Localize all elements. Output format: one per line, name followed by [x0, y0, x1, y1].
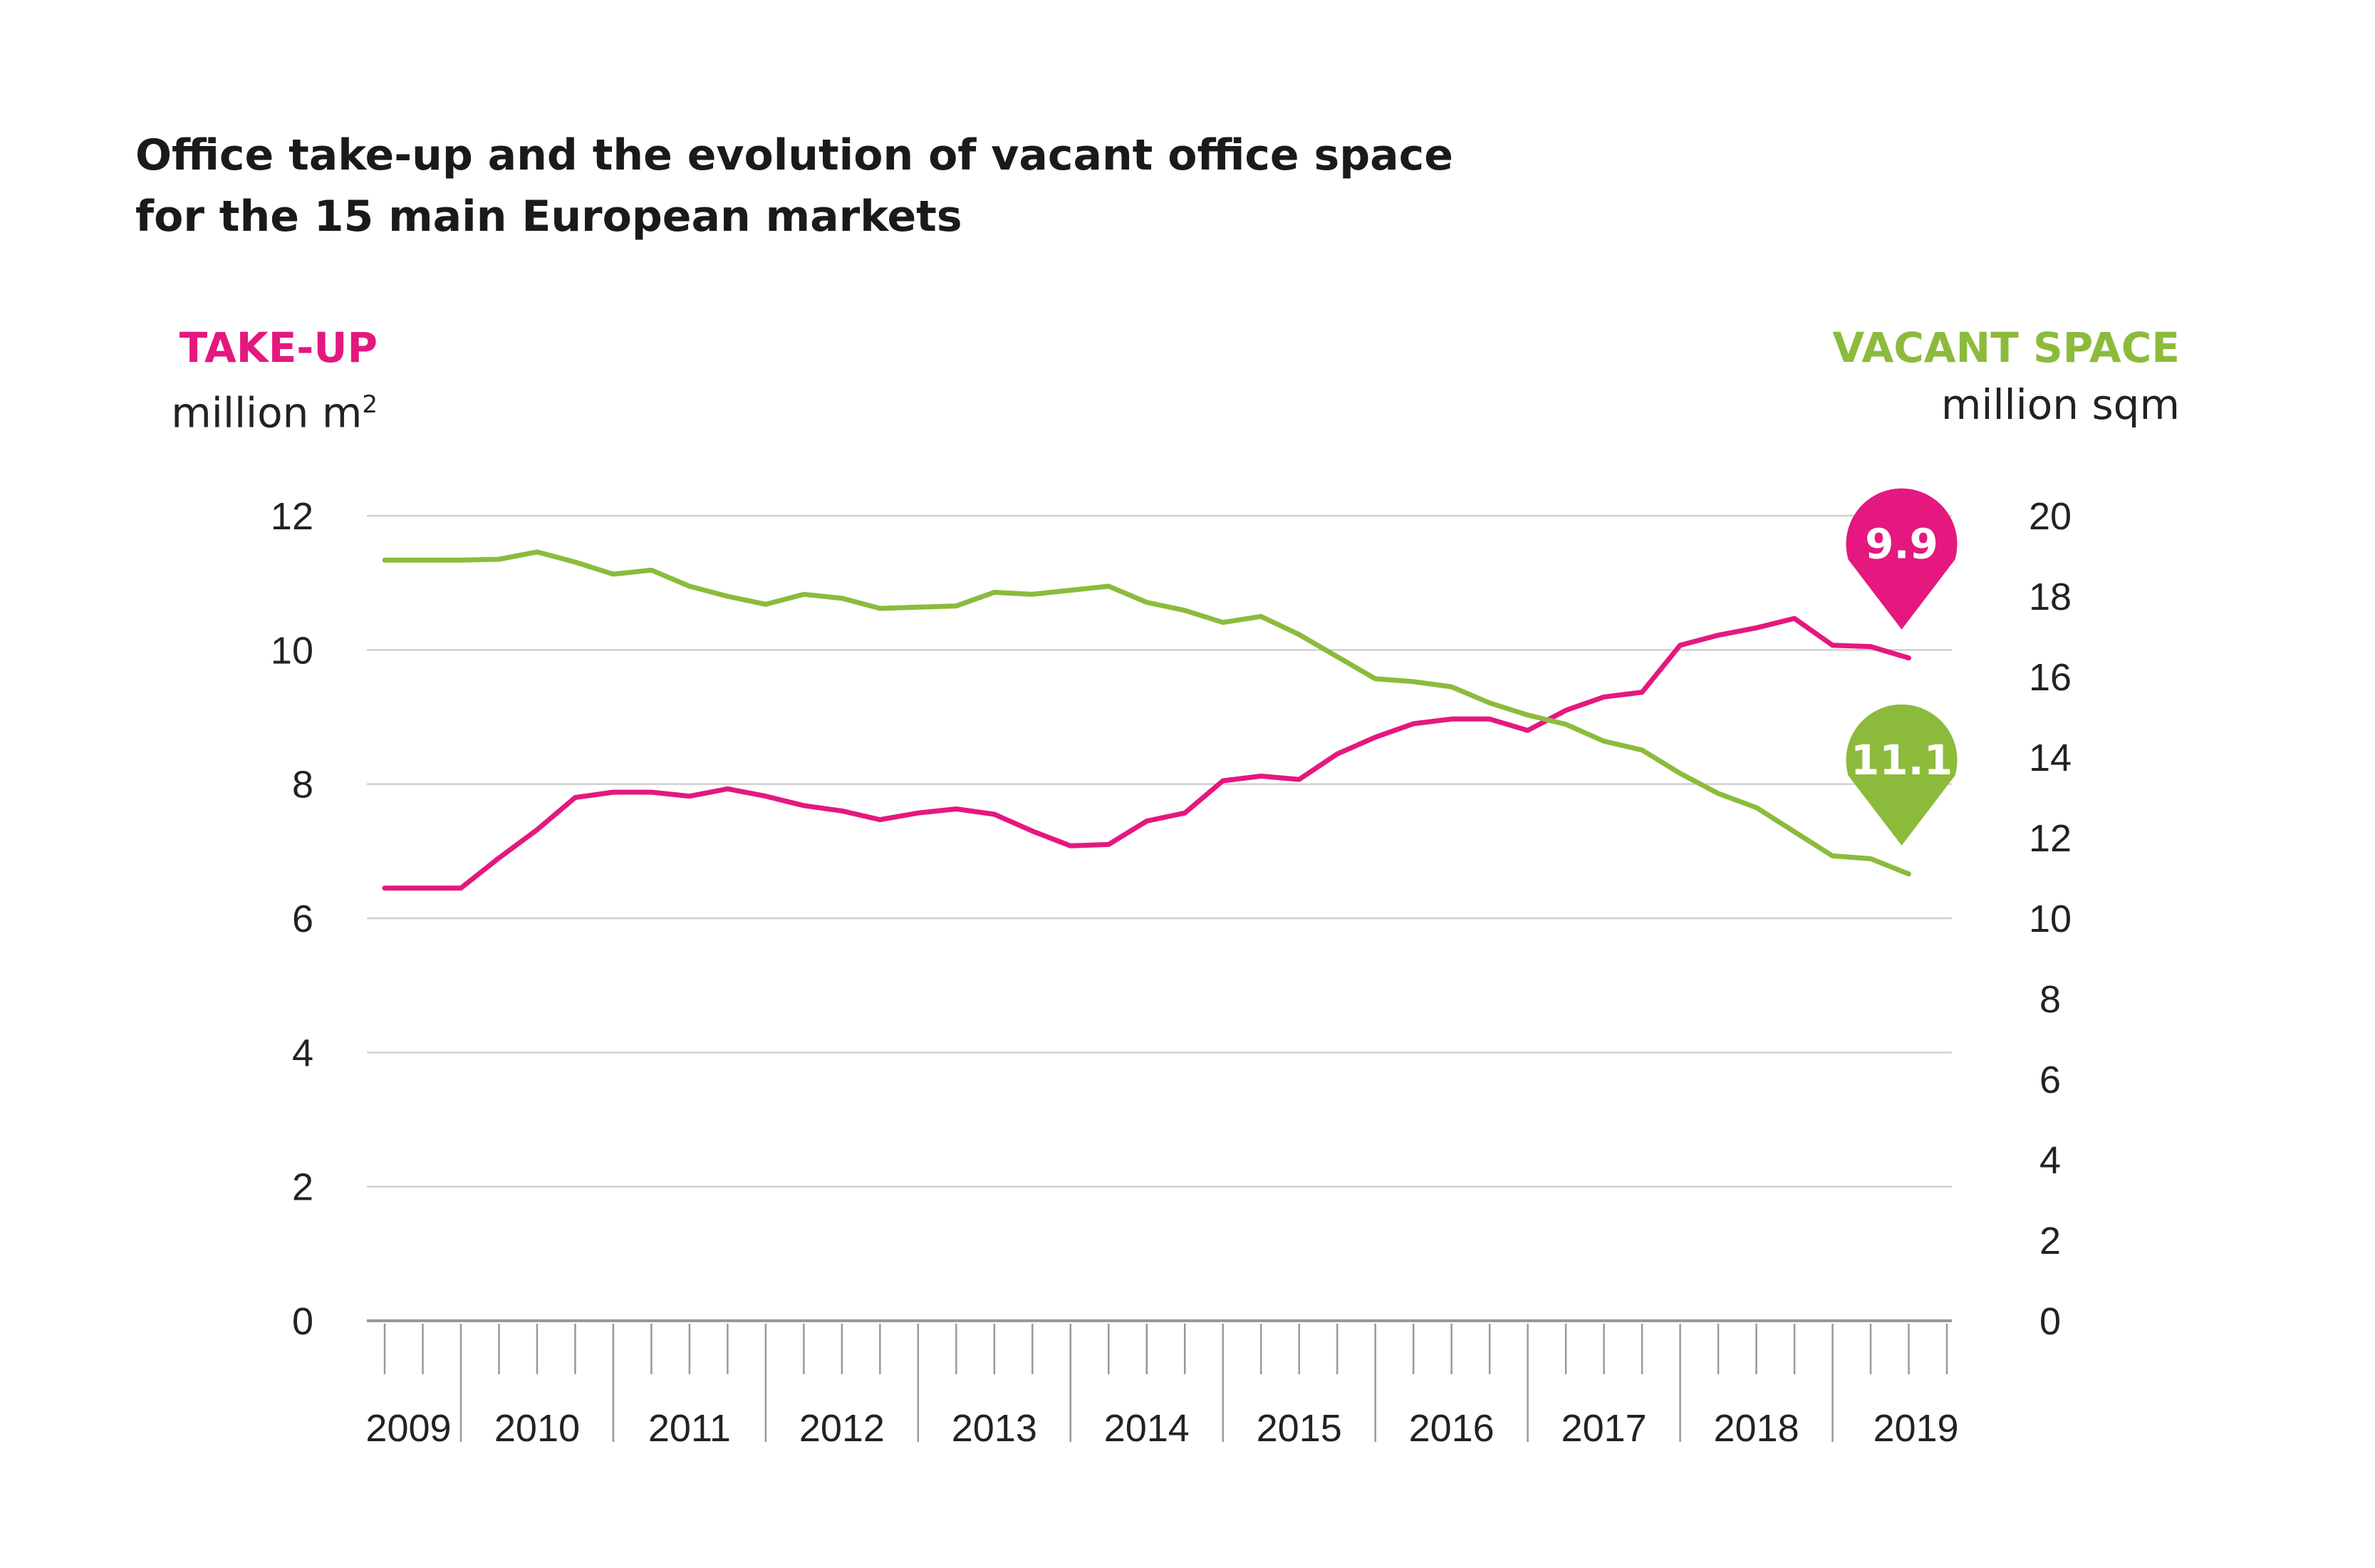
x-tick-label: 2011 [648, 1407, 731, 1450]
right-tick-label: 0 [2039, 1300, 2061, 1343]
left-tick-label: 4 [292, 1032, 313, 1074]
pin-shape [1846, 704, 1958, 846]
chart-title: Office take-up and the evolution of vaca… [135, 125, 1453, 247]
left-tick-label: 2 [292, 1166, 313, 1209]
right-axis-label: VACANT SPACE [1832, 323, 2180, 372]
x-tick-label: 2017 [1561, 1407, 1647, 1450]
x-tick-label: 2013 [952, 1407, 1037, 1450]
chart-title-line-2: for the 15 main European markets [135, 192, 962, 242]
pin-value-label: 11.1 [1851, 736, 1953, 784]
right-tick-label: 12 [2029, 817, 2072, 860]
left-tick-label: 10 [271, 629, 313, 672]
right-tick-label: 14 [2029, 737, 2072, 779]
right-tick-label: 4 [2039, 1139, 2061, 1182]
series-lines [382, 549, 1911, 891]
left-tick-label: 6 [292, 898, 313, 940]
takeup-line [382, 616, 1911, 891]
left-axis-ticks: 0 2 4 6 8 10 12 [271, 495, 313, 1343]
right-axis-ticks: 0 2 4 6 8 10 12 14 16 18 20 [2029, 495, 2072, 1343]
right-tick-label: 8 [2039, 978, 2061, 1021]
gridlines [367, 514, 1952, 1322]
right-tick-label: 16 [2029, 656, 2072, 699]
right-axis-unit: million sqm [1940, 380, 2180, 429]
right-tick-label: 18 [2029, 576, 2072, 618]
x-tick-label: 2016 [1409, 1407, 1495, 1450]
right-tick-label: 2 [2039, 1220, 2061, 1262]
left-tick-label: 12 [271, 495, 313, 538]
x-tick-label: 2009 [365, 1407, 451, 1450]
right-tick-label: 20 [2029, 495, 2072, 538]
x-tick-label: 2012 [799, 1407, 885, 1450]
left-tick-label: 8 [292, 764, 313, 806]
pin-value-label: 9.9 [1865, 520, 1938, 568]
left-axis-unit-text: million m [171, 388, 363, 437]
left-axis-heading: TAKE-UP million m2 [142, 319, 378, 441]
value-pins: 9.9 11.1 [1846, 488, 1958, 846]
vacant-space-value-pin: 11.1 [1846, 704, 1958, 846]
right-tick-label: 10 [2029, 898, 2072, 940]
left-axis-unit-sup: 2 [362, 390, 378, 419]
right-axis-heading: VACANT SPACE million sqm [1824, 319, 2180, 433]
x-tick-label: 2018 [1713, 1407, 1799, 1450]
left-axis-label: TAKE-UP [179, 323, 378, 372]
takeup-value-pin: 9.9 [1846, 488, 1958, 630]
x-tick-label: 2019 [1873, 1407, 1958, 1450]
x-tick-label: 2014 [1104, 1407, 1190, 1450]
chart-title-line-1: Office take-up and the evolution of vaca… [135, 130, 1453, 180]
pin-shape [1846, 488, 1958, 630]
left-tick-label: 0 [292, 1300, 313, 1343]
x-axis: 2009 2010 2011 2012 2013 2014 2015 2016 2017 2018… [365, 1324, 1959, 1450]
left-axis-unit: million m2 [142, 376, 378, 441]
x-tick-label: 2010 [494, 1407, 580, 1450]
x-tick-label: 2015 [1257, 1407, 1342, 1450]
vacant-space-line [382, 549, 1911, 877]
right-tick-label: 6 [2039, 1059, 2061, 1101]
